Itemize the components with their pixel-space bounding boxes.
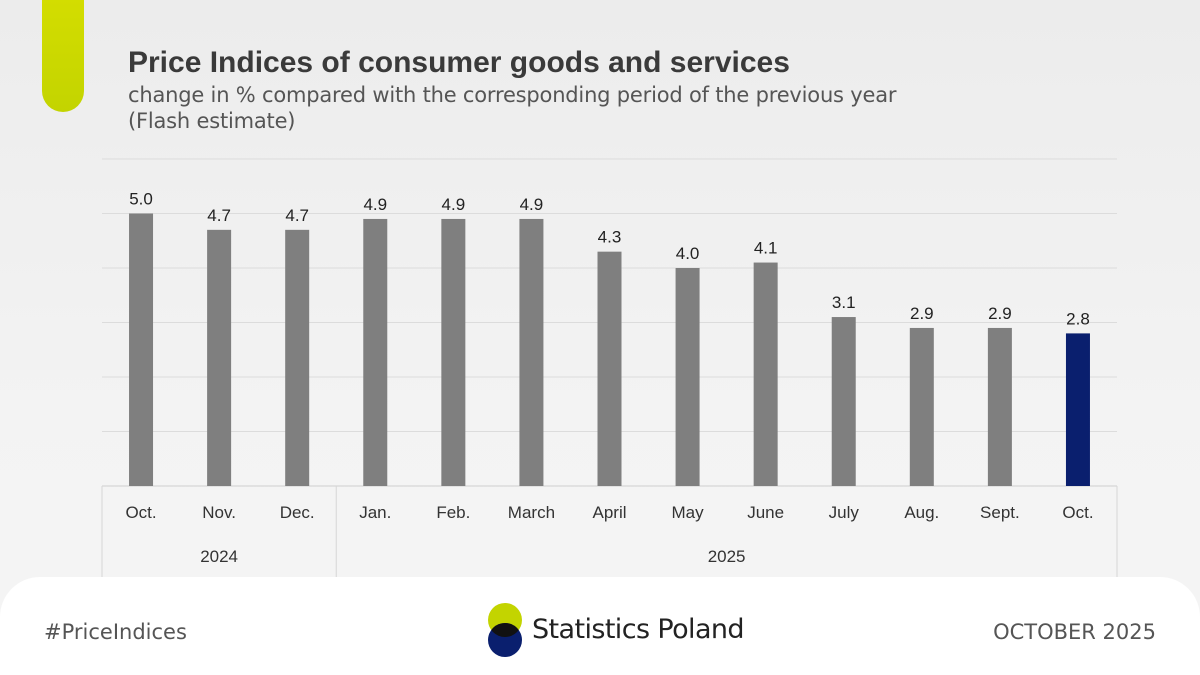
subtitle-line-2: (Flash estimate) — [128, 109, 296, 133]
category-label: April — [592, 503, 626, 522]
category-label: March — [508, 503, 555, 522]
data-label: 4.9 — [363, 195, 387, 214]
category-label: Oct. — [1062, 503, 1093, 522]
bar — [675, 268, 700, 486]
data-label: 3.1 — [832, 293, 856, 312]
data-label: 2.9 — [910, 304, 934, 323]
logo-mark-icon — [488, 603, 522, 657]
date-label: OCTOBER 2025 — [993, 620, 1156, 644]
category-label: July — [829, 503, 860, 522]
category-label: Oct. — [125, 503, 156, 522]
data-label: 2.8 — [1066, 309, 1090, 328]
data-label: 2.9 — [988, 304, 1012, 323]
bar — [753, 262, 778, 486]
accent-pill — [42, 0, 84, 112]
category-label: Jan. — [359, 503, 391, 522]
category-label: Aug. — [904, 503, 939, 522]
subtitle-line-1: change in % compared with the correspond… — [128, 83, 897, 107]
data-label: 4.7 — [285, 206, 309, 225]
bar-chart: 2024 2025 5.0 Oct. 4.7 Nov. 4.7 Dec. 4.9 Jan. 4.9 F… — [101, 158, 1118, 577]
data-label: 5.0 — [129, 190, 153, 209]
bar — [1065, 333, 1090, 486]
data-label: 4.7 — [207, 206, 231, 225]
category-label: Feb. — [436, 503, 470, 522]
bar — [987, 327, 1012, 486]
chart-subtitle: change in % compared with the correspond… — [128, 82, 897, 134]
hashtag-label: #PriceIndices — [44, 620, 187, 644]
bar — [519, 218, 544, 486]
bar — [597, 251, 622, 486]
statistics-poland-logo: Statistics Poland — [486, 602, 745, 658]
bar — [909, 327, 934, 486]
category-label: Nov. — [202, 503, 236, 522]
data-label: 4.0 — [676, 244, 700, 263]
logo-text: Statistics Poland — [532, 614, 745, 645]
category-label: June — [747, 503, 784, 522]
bar — [441, 218, 466, 486]
category-label: Dec. — [280, 503, 315, 522]
year-label: 2024 — [200, 547, 238, 566]
bar — [129, 213, 154, 486]
bar — [207, 229, 232, 486]
data-label: 4.9 — [520, 195, 544, 214]
data-label: 4.3 — [598, 228, 622, 247]
category-label: May — [672, 503, 705, 522]
data-label: 4.9 — [442, 195, 466, 214]
category-label: Sept. — [980, 503, 1020, 522]
bar — [285, 229, 310, 486]
year-label: 2025 — [708, 547, 746, 566]
bar — [831, 317, 856, 486]
bar — [363, 218, 388, 486]
chart-title: Price Indices of consumer goods and serv… — [128, 46, 790, 79]
footer: #PriceIndices Statistics Poland OCTOBER … — [0, 577, 1200, 675]
data-label: 4.1 — [754, 239, 778, 258]
